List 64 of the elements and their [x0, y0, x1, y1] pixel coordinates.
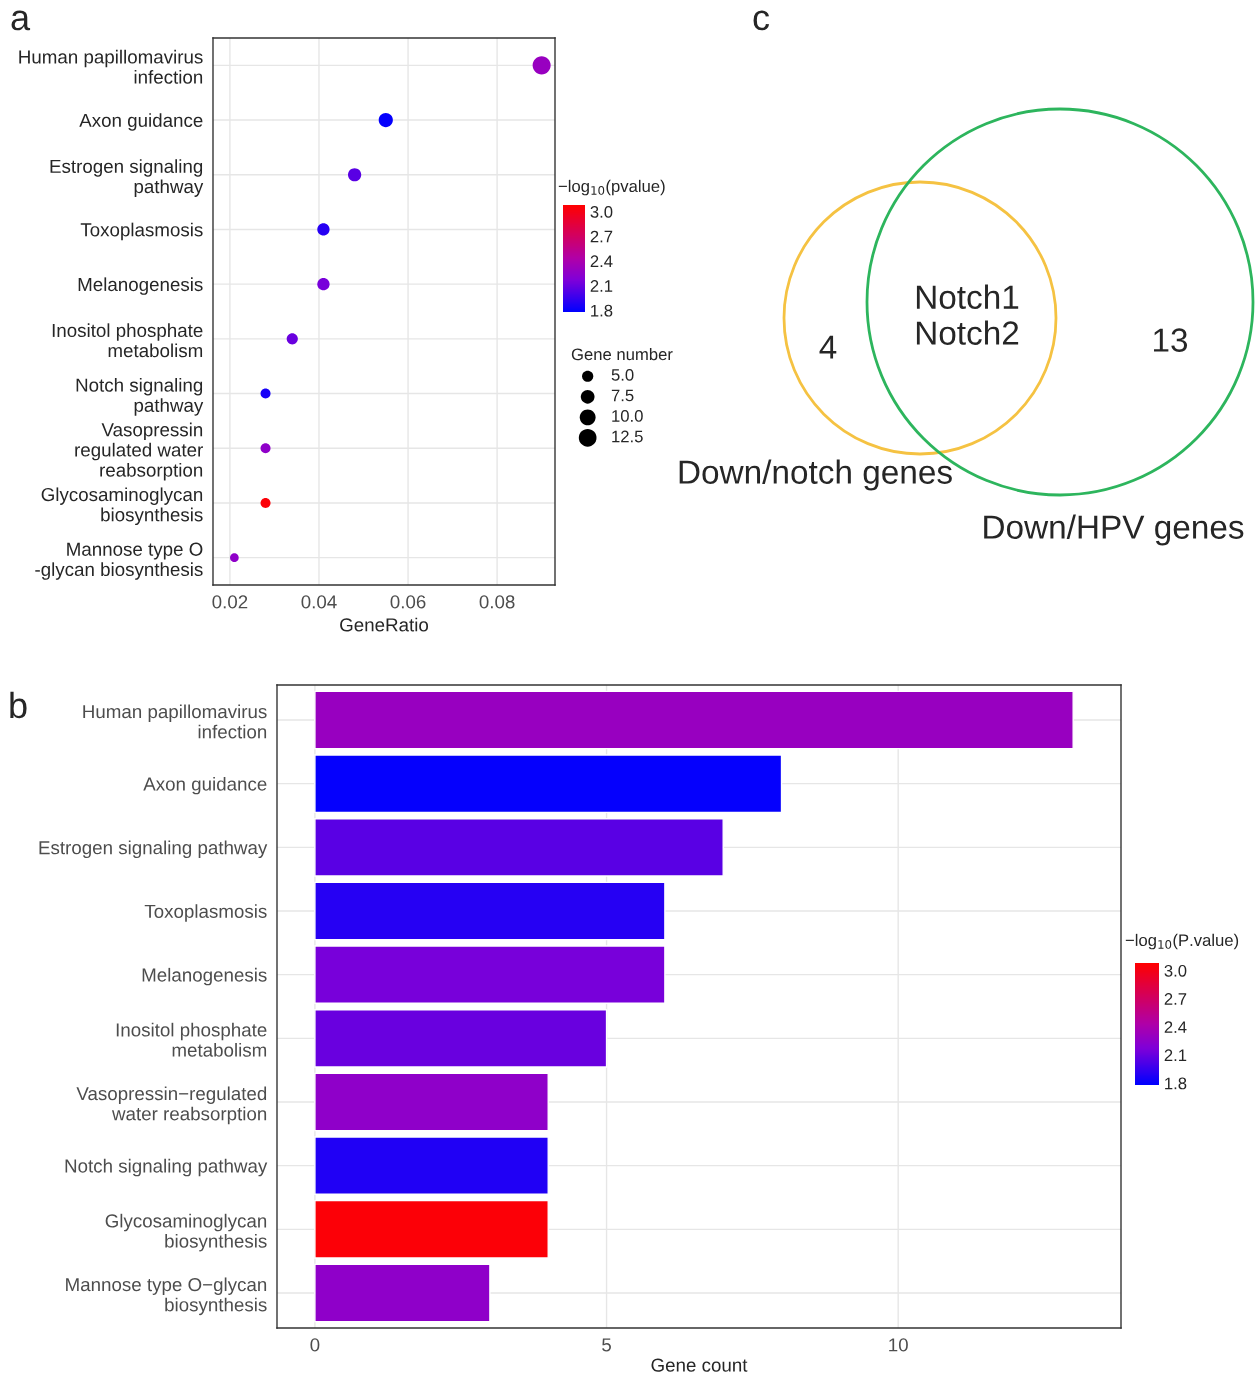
bar — [314, 754, 783, 814]
x-tick-label: 0.02 — [212, 595, 248, 609]
color-bar-title: −log$_{10}$(pvalue) — [558, 179, 665, 196]
color-bar-label: 2.7 — [590, 230, 613, 243]
x-tick-label: 5 — [602, 1338, 611, 1352]
bar — [314, 1263, 491, 1323]
y-tick-label: Axon guidance — [79, 113, 203, 131]
x-axis-title: Gene count — [651, 1358, 748, 1372]
x-tick-label: 0.06 — [390, 595, 426, 609]
color-bar-title: −log$_{10}$(P.value) — [1125, 933, 1239, 950]
y-tick-label: Vasopressin regulated water reabsorption — [75, 422, 203, 481]
data-label: 13 — [1154, 328, 1188, 352]
y-tick-label: Estrogen signaling pathway — [39, 840, 268, 859]
legend-title: Gene number — [571, 348, 673, 361]
x-tick-label: 0 — [310, 1338, 320, 1352]
y-tick-label: Vasopressin−regulated water reabsorption — [76, 1086, 267, 1125]
y-tick-label: Glycosaminoglycan biosynthesis — [105, 1213, 267, 1252]
chart-title: a — [11, 10, 31, 31]
color-bar-label: 2.1 — [590, 280, 613, 292]
bar — [314, 690, 1074, 750]
bar — [314, 1199, 549, 1259]
x-tick-label: 10 — [889, 1338, 908, 1352]
color-bar-label: 2.4 — [590, 255, 613, 268]
category-label: Down/notch genes — [679, 459, 952, 491]
text: c — [753, 10, 770, 31]
color-bar-label: 2.7 — [1164, 993, 1187, 1005]
color-bar-label: 3.0 — [590, 205, 613, 218]
color-bar-label: 3.0 — [1164, 964, 1187, 977]
y-tick-label: Inositol phosphate metabolism — [52, 323, 203, 358]
x-axis-title: GeneRatio — [340, 617, 429, 632]
bar — [314, 817, 724, 877]
y-tick-label: Notch signaling pathway — [65, 1158, 268, 1177]
text: Notch1 Notch2 — [916, 284, 1019, 345]
data-label: 4 — [819, 335, 837, 359]
x-tick-label: 0.04 — [301, 595, 337, 609]
color-bar-label: 1.8 — [591, 304, 613, 317]
y-tick-label: Notch signaling pathway — [76, 378, 204, 416]
y-tick-label: Toxoplasmosis — [144, 904, 267, 922]
category-label: Down/HPV genes — [984, 514, 1244, 546]
chart-title: b — [10, 691, 27, 719]
bar — [314, 945, 666, 1005]
y-tick-label: Estrogen signaling pathway — [50, 159, 204, 197]
legend-label: 12.5 — [612, 430, 643, 443]
bar — [314, 1008, 608, 1068]
color-bar-label: 1.8 — [1165, 1077, 1187, 1090]
y-tick-label: Mannose type O−glycan biosynthesis — [66, 1277, 267, 1316]
y-tick-label: Axon guidance — [143, 776, 267, 795]
y-tick-label: Toxoplasmosis — [80, 222, 203, 241]
legend-label: 5.0 — [611, 368, 634, 381]
y-tick-label: Inositol phosphate metabolism — [116, 1022, 267, 1057]
y-tick-label: Melanogenesis — [142, 967, 267, 986]
y-tick-label: Glycosaminoglycan biosynthesis — [41, 487, 203, 526]
y-tick-label: Melanogenesis — [78, 277, 203, 295]
bar — [314, 1136, 549, 1196]
y-tick-label: Human papillomavirus infection — [19, 49, 203, 84]
legend-label: 10.0 — [612, 410, 643, 422]
legend-label: 7.5 — [611, 389, 634, 402]
x-tick-label: 0.08 — [479, 595, 515, 609]
bar — [314, 1072, 549, 1132]
color-bar-label: 2.4 — [1164, 1021, 1187, 1033]
y-tick-label: Human papillomavirus infection — [83, 704, 267, 739]
y-tick-label: Mannose type O -glycan biosynthesis — [35, 542, 203, 580]
color-bar-label: 2.1 — [1164, 1049, 1187, 1062]
bar — [314, 881, 666, 941]
